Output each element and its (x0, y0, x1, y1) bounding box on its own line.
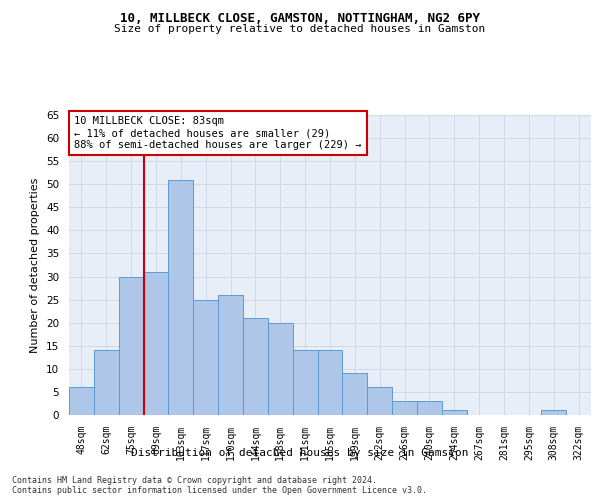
Text: Distribution of detached houses by size in Gamston: Distribution of detached houses by size … (131, 448, 469, 458)
Text: 10, MILLBECK CLOSE, GAMSTON, NOTTINGHAM, NG2 6PY: 10, MILLBECK CLOSE, GAMSTON, NOTTINGHAM,… (120, 12, 480, 26)
Bar (218, 295, 243, 415)
Bar (392, 401, 417, 415)
Bar (367, 388, 392, 415)
Text: 10 MILLBECK CLOSE: 83sqm
← 11% of detached houses are smaller (29)
88% of semi-d: 10 MILLBECK CLOSE: 83sqm ← 11% of detach… (74, 116, 362, 150)
Bar (343, 374, 367, 415)
Bar (143, 272, 169, 415)
Bar (268, 322, 293, 415)
Bar (243, 318, 268, 415)
Bar (193, 300, 218, 415)
Bar (169, 180, 193, 415)
Bar (417, 401, 442, 415)
Bar (293, 350, 317, 415)
Text: Size of property relative to detached houses in Gamston: Size of property relative to detached ho… (115, 24, 485, 34)
Text: Contains HM Land Registry data © Crown copyright and database right 2024.
Contai: Contains HM Land Registry data © Crown c… (12, 476, 427, 495)
Bar (69, 388, 94, 415)
Bar (119, 276, 143, 415)
Bar (442, 410, 467, 415)
Y-axis label: Number of detached properties: Number of detached properties (31, 178, 40, 352)
Bar (94, 350, 119, 415)
Bar (317, 350, 343, 415)
Bar (541, 410, 566, 415)
